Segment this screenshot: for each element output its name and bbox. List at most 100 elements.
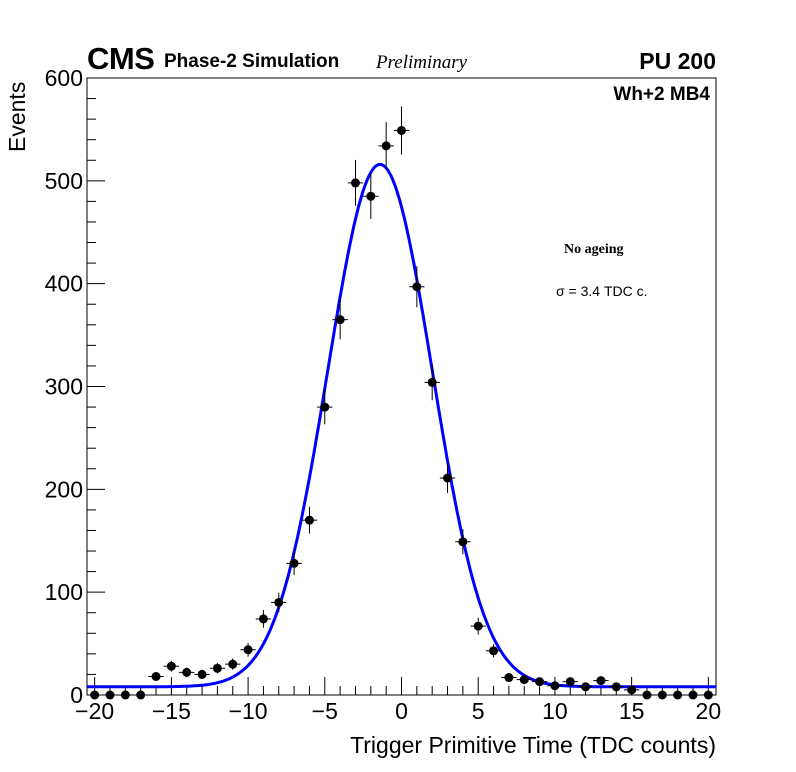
x-tick-label: −5: [312, 698, 338, 724]
y-tick-label: 200: [45, 476, 83, 502]
data-marker: [136, 690, 146, 700]
data-marker: [366, 191, 376, 201]
data-point: [577, 682, 594, 692]
data-marker: [212, 663, 222, 673]
data-marker: [489, 646, 499, 656]
data-point: [409, 266, 425, 308]
data-marker: [703, 690, 713, 700]
data-point: [685, 690, 701, 700]
data-marker: [657, 690, 667, 700]
data-point: [547, 681, 563, 691]
data-marker: [350, 178, 360, 188]
data-marker: [519, 675, 529, 685]
data-marker: [304, 515, 314, 525]
y-tick-label: 500: [45, 168, 83, 194]
data-point: [194, 669, 210, 680]
data-marker: [274, 597, 284, 607]
simulation-label: Phase-2 Simulation: [164, 51, 340, 72]
data-point: [439, 463, 456, 493]
data-point: [332, 300, 348, 340]
x-tick-label: 5: [472, 698, 485, 724]
data-marker: [381, 141, 391, 151]
data-point: [562, 677, 578, 687]
data-point: [393, 106, 410, 155]
data-point: [378, 122, 394, 170]
x-axis-title: Trigger Primitive Time (TDC counts): [350, 732, 716, 758]
data-point: [485, 644, 502, 658]
axis-ticks: [87, 77, 709, 696]
data-marker: [105, 690, 115, 700]
x-tick-label: −10: [229, 698, 268, 724]
ageing-annotation: No ageing: [564, 242, 624, 257]
data-point: [608, 682, 624, 692]
data-marker: [596, 676, 606, 686]
data-marker: [166, 661, 176, 671]
data-marker: [504, 673, 514, 683]
data-point: [133, 690, 149, 700]
x-tick-label: −15: [152, 698, 191, 724]
y-tick-label: 0: [70, 682, 83, 708]
x-tick-label: 15: [619, 698, 645, 724]
status-label: Preliminary: [376, 52, 468, 73]
data-point: [240, 642, 256, 657]
data-point: [271, 592, 287, 613]
data-point: [163, 660, 180, 672]
data-point: [255, 610, 272, 628]
data-marker: [197, 669, 207, 679]
data-point: [117, 690, 134, 700]
data-marker: [642, 690, 652, 700]
data-marker: [627, 685, 637, 695]
data-point: [209, 663, 226, 674]
data-marker: [151, 671, 161, 681]
data-point: [669, 690, 686, 700]
data-marker: [427, 377, 437, 387]
data-point: [347, 159, 364, 206]
data-point: [470, 617, 486, 635]
sigma-annotation: σ = 3.4 TDC c.: [556, 283, 648, 299]
data-marker: [688, 690, 698, 700]
x-tick-label: 10: [542, 698, 568, 724]
data-point: [654, 690, 670, 700]
data-point: [363, 173, 379, 219]
data-marker: [550, 681, 560, 691]
experiment-label: CMS: [87, 41, 155, 76]
data-point: [455, 529, 471, 555]
data-point: [87, 690, 103, 700]
data-point: [301, 506, 318, 534]
y-tick-label: 100: [45, 579, 83, 605]
data-marker: [90, 690, 100, 700]
data-marker: [611, 682, 621, 692]
data-point: [286, 551, 302, 576]
data-marker: [443, 473, 453, 483]
data-point: [700, 690, 716, 700]
data-point: [623, 685, 640, 695]
data-point: [516, 675, 532, 685]
data-marker: [182, 667, 192, 677]
plot-frame: [86, 77, 717, 696]
data-marker: [581, 682, 591, 692]
data-marker: [258, 614, 268, 624]
data-marker: [335, 315, 345, 325]
data-marker: [412, 282, 422, 292]
data-points-layer: [87, 106, 716, 700]
data-point: [593, 676, 609, 686]
data-marker: [565, 677, 575, 687]
x-tick-label: −20: [75, 698, 114, 724]
data-point: [501, 673, 517, 683]
x-tick-label: 0: [395, 698, 408, 724]
y-axis-title: Events: [4, 81, 30, 152]
data-marker: [535, 677, 545, 687]
data-point: [102, 690, 118, 700]
data-marker: [473, 621, 483, 631]
y-tick-label: 300: [45, 374, 83, 400]
data-point: [639, 690, 655, 700]
data-marker: [397, 125, 406, 135]
data-marker: [228, 659, 238, 669]
data-point: [179, 667, 195, 678]
data-marker: [458, 537, 468, 547]
pileup-label: PU 200: [639, 48, 716, 74]
data-marker: [320, 402, 330, 412]
data-marker: [243, 645, 253, 655]
